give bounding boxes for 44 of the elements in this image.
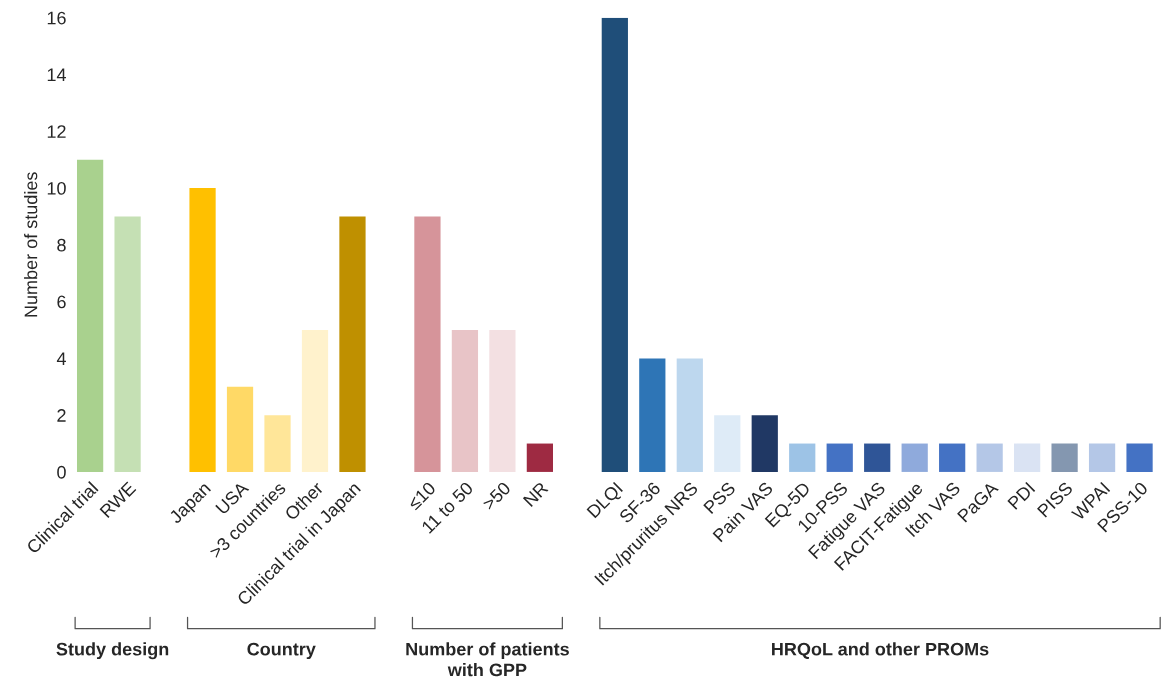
y-axis-title: Number of studies bbox=[24, 172, 38, 317]
bar bbox=[414, 216, 441, 472]
bar bbox=[789, 443, 816, 472]
bar bbox=[901, 443, 928, 472]
y-tick-label: 2 bbox=[57, 409, 66, 422]
x-tick-label: ≤10 bbox=[406, 481, 437, 511]
bar bbox=[826, 443, 853, 472]
text: Number of patients with GPP bbox=[406, 642, 569, 677]
x-tick-label: >50 bbox=[481, 481, 512, 511]
bar bbox=[639, 358, 666, 472]
y-tick-label: 10 bbox=[47, 181, 66, 195]
y-tick-label: 16 bbox=[47, 11, 66, 25]
bar bbox=[526, 443, 553, 472]
bar bbox=[76, 159, 104, 472]
bar bbox=[1014, 443, 1041, 472]
bar bbox=[339, 216, 366, 472]
y-tick-label: 12 bbox=[47, 125, 66, 138]
x-tick-label: PDI bbox=[1007, 481, 1036, 510]
text: Study design bbox=[56, 642, 169, 660]
bar bbox=[189, 188, 216, 472]
bar bbox=[226, 386, 254, 472]
text: Country bbox=[247, 642, 316, 660]
y-tick-label: 0 bbox=[57, 465, 66, 479]
bar bbox=[751, 415, 778, 472]
bar bbox=[301, 329, 329, 472]
bar bbox=[976, 443, 1003, 472]
bar bbox=[264, 415, 291, 472]
bar bbox=[114, 216, 141, 472]
bar bbox=[489, 329, 516, 472]
bar bbox=[939, 443, 966, 472]
y-tick-label: 14 bbox=[47, 68, 66, 82]
bar bbox=[676, 358, 703, 472]
y-tick-label: 8 bbox=[57, 238, 66, 252]
x-tick-label: NR bbox=[522, 481, 549, 507]
y-tick-label: 4 bbox=[56, 352, 66, 365]
bar bbox=[1126, 443, 1153, 472]
bar bbox=[451, 329, 479, 472]
bar bbox=[1051, 443, 1078, 472]
y-tick-label: 6 bbox=[57, 295, 66, 309]
bar bbox=[714, 415, 741, 472]
text: HRQoL and other PROMs bbox=[772, 642, 989, 659]
bar bbox=[864, 443, 891, 472]
bar bbox=[1088, 443, 1116, 472]
bar bbox=[601, 17, 628, 472]
